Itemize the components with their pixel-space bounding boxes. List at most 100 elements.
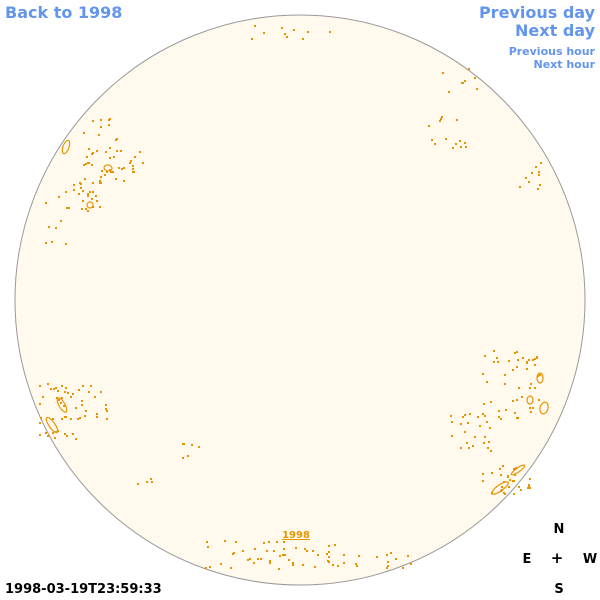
contour-dot <box>328 551 330 553</box>
contour-dot <box>253 562 255 564</box>
contour-dot <box>130 160 132 162</box>
contour-dot <box>242 550 244 552</box>
contour-dot <box>469 413 471 415</box>
contour-dot <box>491 472 493 474</box>
contour-dot <box>500 474 502 476</box>
next-day-link[interactable]: Next day <box>515 21 595 40</box>
contour-dot <box>55 227 57 229</box>
contour-dot <box>513 493 515 495</box>
contour-dot <box>293 29 295 31</box>
contour-dot <box>504 374 506 376</box>
contour-dot <box>247 559 249 561</box>
contour-dot <box>104 174 106 176</box>
contour-dot <box>410 563 412 565</box>
contour-dot <box>55 387 57 389</box>
contour-dot <box>113 156 115 158</box>
contour-dot <box>78 389 80 391</box>
contour-dot <box>87 195 89 197</box>
contour-mark <box>103 164 113 172</box>
contour-dot <box>489 427 491 429</box>
contour-dot <box>484 355 486 357</box>
contour-dot <box>96 200 98 202</box>
contour-dot <box>110 171 112 173</box>
contour-dot <box>498 410 500 412</box>
contour-dot <box>307 31 309 33</box>
contour-dot <box>134 156 136 158</box>
contour-dot <box>529 407 531 409</box>
contour-dot <box>507 475 509 477</box>
contour-dot <box>527 487 529 489</box>
contour-dot <box>132 171 134 173</box>
contour-dot <box>456 119 458 121</box>
contour-dot <box>493 350 495 352</box>
contour-dot <box>84 178 86 180</box>
contour-dot <box>51 241 53 243</box>
year-link[interactable]: 1998 <box>282 530 310 541</box>
contour-dot <box>460 423 462 425</box>
contour-dot <box>468 68 470 70</box>
contour-dot <box>48 226 50 228</box>
contour-dot <box>535 166 537 168</box>
contour-dot <box>317 554 319 556</box>
contour-dot <box>85 208 87 210</box>
contour-dot <box>98 134 100 136</box>
back-to-year-link[interactable]: Back to 1998 <box>5 3 123 22</box>
compass-east: E <box>522 552 532 567</box>
contour-dot <box>516 351 518 353</box>
previous-hour-link[interactable]: Previous hour <box>508 45 595 58</box>
contour-dot <box>56 397 58 399</box>
contour-dot <box>402 567 404 569</box>
contour-dot <box>513 468 515 470</box>
contour-dot <box>82 200 84 202</box>
contour-dot <box>92 191 94 193</box>
previous-day-link[interactable]: Previous day <box>478 3 595 22</box>
contour-dot <box>105 151 107 153</box>
contour-dot <box>486 381 488 383</box>
contour-dot <box>96 413 98 415</box>
contour-dot <box>431 139 433 141</box>
contour-dot <box>66 207 68 209</box>
contour-dot <box>532 407 534 409</box>
contour-dot <box>96 416 98 418</box>
contour-dot <box>87 193 89 195</box>
contour-dot <box>304 548 306 550</box>
contour-dot <box>106 418 108 420</box>
contour-dot <box>538 171 540 173</box>
next-hour-link[interactable]: Next hour <box>533 58 596 71</box>
contour-dot <box>538 174 540 176</box>
contour-dot <box>502 465 504 467</box>
contour-dot <box>151 481 153 483</box>
contour-dot <box>91 198 93 200</box>
contour-dot <box>257 558 259 560</box>
contour-dot <box>288 559 290 561</box>
contour-dot <box>66 435 68 437</box>
contour-dot <box>295 547 297 549</box>
contour-dot <box>47 383 49 385</box>
contour-dot <box>312 550 314 552</box>
contour-dot <box>99 180 101 182</box>
contour-dot <box>254 548 256 550</box>
contour-mark <box>536 372 544 384</box>
contour-dot <box>516 366 518 368</box>
contour-dot <box>115 139 117 141</box>
contour-dot <box>100 119 102 121</box>
compass-north: N <box>553 522 565 537</box>
contour-dot <box>83 164 85 166</box>
contour-dot <box>452 147 454 149</box>
contour-dot <box>63 405 65 407</box>
contour-dot <box>68 207 70 209</box>
contour-dot <box>123 167 125 169</box>
contour-dot <box>52 432 54 434</box>
contour-dot <box>504 383 506 385</box>
contour-dot <box>538 399 540 401</box>
contour-dot <box>235 541 237 543</box>
contour-dot <box>516 399 518 401</box>
contour-dot <box>529 478 531 480</box>
contour-dot <box>514 474 516 476</box>
contour-dot <box>531 172 533 174</box>
contour-dot <box>386 554 388 556</box>
contour-dot <box>537 375 539 377</box>
contour-dot <box>534 364 536 366</box>
contour-dot <box>329 31 331 33</box>
contour-dot <box>53 388 55 390</box>
